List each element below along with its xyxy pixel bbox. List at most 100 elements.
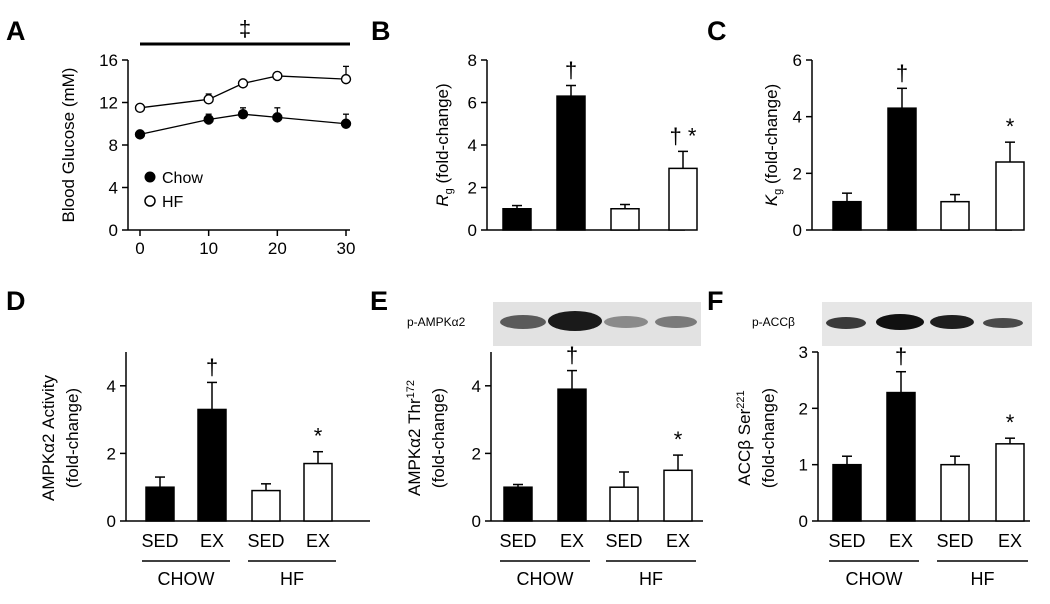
panel-e-band-chow-sed xyxy=(500,315,546,329)
panel-d-category-label: SED xyxy=(141,531,178,551)
panel-f-category-label: SED xyxy=(936,531,973,551)
series-chow-point xyxy=(203,114,214,125)
panel-e-letter: E xyxy=(370,286,388,316)
panel-f-category-label: EX xyxy=(889,531,913,551)
panel-e-significance-annotation: † xyxy=(566,343,578,368)
series-chow-point xyxy=(272,112,283,123)
panel-a-x-tick-label: 0 xyxy=(135,239,144,258)
panel-f-band-hf-sed xyxy=(930,315,974,329)
panel-a-y-tick-label: 8 xyxy=(109,136,118,155)
panel-e-bar xyxy=(557,388,587,522)
panel-f-group-label: CHOW xyxy=(846,569,903,589)
series-chow-point xyxy=(237,108,249,120)
panel-f-band-hf-ex xyxy=(983,318,1023,328)
panel-d-y-tick-label: 4 xyxy=(107,377,116,396)
panel-b-y-tick-label: 4 xyxy=(468,136,477,155)
legend-chow-marker xyxy=(144,171,156,183)
panel-b-significance-annotation: † * xyxy=(670,123,697,148)
panel-e-y-tick-label: 0 xyxy=(472,512,481,531)
panel-c-bar xyxy=(887,107,917,231)
panel-d-y-label-line1: AMPKα2 Activity xyxy=(39,374,58,501)
panel-f-letter: F xyxy=(707,286,724,316)
panel-e: E p-AMPKα2 AMPKα2 Thr172 (fold-change) 0… xyxy=(370,286,703,589)
panel-d-y-tick-label: 2 xyxy=(107,444,116,463)
panel-d-bar xyxy=(303,462,333,522)
panel-c-bar xyxy=(832,200,862,231)
panel-a-legend: Chow HF xyxy=(144,170,203,211)
panel-f-significance-annotation: * xyxy=(1006,410,1015,435)
panel-a-x-tick-label: 10 xyxy=(199,239,218,258)
panel-e-band-hf-ex xyxy=(655,316,697,328)
panel-f-group-label: HF xyxy=(971,569,995,589)
panel-c-bar xyxy=(940,200,970,231)
panel-b-letter: B xyxy=(371,16,391,46)
panel-d-y-label-line2: (fold-change) xyxy=(63,388,82,488)
panel-e-band-hf-sed xyxy=(604,316,648,328)
panel-d: D AMPKα2 Activity (fold-change) 0 2 4 † * SED… xyxy=(6,286,370,589)
panel-a: A ‡ 0 4 8 12 16 0 10 20 30 Blood Glucose (mM) C… xyxy=(6,16,355,258)
panel-a-x-tick-label: 20 xyxy=(268,239,287,258)
panel-c-bar xyxy=(995,161,1025,231)
panel-b: B Rg (fold-change) 0 2 4 6 8 † † * xyxy=(371,16,698,240)
panel-c-significance-annotation: † xyxy=(896,60,908,85)
series-chow-point xyxy=(134,129,146,140)
panel-f-y-tick-label: 3 xyxy=(799,343,808,362)
panel-b-bar xyxy=(556,95,586,231)
panel-d-bar xyxy=(251,489,281,522)
panel-e-category-label: SED xyxy=(499,531,536,551)
panel-b-bar xyxy=(610,208,640,231)
panel-e-western-blot: p-AMPKα2 xyxy=(407,302,701,346)
legend-chow-label: Chow xyxy=(162,170,203,187)
panel-e-group-label: HF xyxy=(639,569,663,589)
panel-d-category-label: SED xyxy=(247,531,284,551)
panel-f-band-chow-sed xyxy=(826,317,866,329)
panel-d-letter: D xyxy=(6,286,26,316)
panel-e-y-tick-label: 4 xyxy=(472,377,481,396)
panel-e-bar xyxy=(503,486,533,522)
panel-f-bar xyxy=(886,391,916,522)
panel-a-y-label: Blood Glucose (mM) xyxy=(59,68,78,223)
panel-f-category-label: EX xyxy=(998,531,1022,551)
panel-d-bar xyxy=(145,486,175,522)
legend-hf-marker xyxy=(144,195,156,207)
panel-a-x-tick-label: 30 xyxy=(337,239,356,258)
panel-c-y-tick-label: 2 xyxy=(793,164,802,183)
panel-b-significance-annotation: † xyxy=(565,58,577,83)
panel-e-bar xyxy=(663,469,693,522)
panel-d-y-tick-label: 0 xyxy=(107,512,116,531)
panel-c-y-tick-label: 0 xyxy=(793,221,802,240)
panel-e-category-label: SED xyxy=(605,531,642,551)
panel-a-y-tick-label: 4 xyxy=(109,179,118,198)
panel-d-significance-annotation: † xyxy=(206,354,218,379)
panel-d-category-label: EX xyxy=(200,531,224,551)
panel-f-y-tick-label: 2 xyxy=(799,399,808,418)
panel-c-y-tick-label: 4 xyxy=(793,108,802,127)
panel-d-group-label: CHOW xyxy=(158,569,215,589)
panel-a-significance-mark: ‡ xyxy=(239,16,251,41)
panel-f-band-chow-ex xyxy=(876,314,924,330)
panel-f-bar xyxy=(995,443,1025,522)
panel-d-group-label: HF xyxy=(280,569,304,589)
panel-a-y-tick-label: 16 xyxy=(99,51,118,70)
panel-f-y-label-line2: (fold-change) xyxy=(759,388,778,488)
panel-b-y-label: Rg (fold-change) xyxy=(433,83,455,206)
legend-hf-label: HF xyxy=(162,194,184,211)
panel-d-significance-annotation: * xyxy=(314,424,323,449)
panel-c-y-tick-label: 6 xyxy=(793,51,802,70)
series-chow-point xyxy=(340,118,352,129)
panel-c-y-label: Kg (fold-change) xyxy=(762,84,784,206)
panel-b-y-tick-label: 2 xyxy=(468,179,477,198)
panel-f-y-tick-label: 1 xyxy=(799,456,808,475)
panel-a-letter: A xyxy=(6,16,26,46)
panel-d-bar xyxy=(197,408,227,522)
panel-e-bar xyxy=(609,486,639,522)
series-hf-point xyxy=(237,78,249,89)
panel-c-letter: C xyxy=(707,16,727,46)
series-hf-point xyxy=(340,73,352,85)
panel-d-category-label: EX xyxy=(306,531,330,551)
panel-b-bar xyxy=(668,167,698,231)
panel-f-y-label-line1: ACCβ Ser221 xyxy=(735,390,754,485)
panel-e-y-tick-label: 2 xyxy=(472,444,481,463)
panel-c-significance-annotation: * xyxy=(1006,114,1015,139)
panel-e-group-label: CHOW xyxy=(517,569,574,589)
